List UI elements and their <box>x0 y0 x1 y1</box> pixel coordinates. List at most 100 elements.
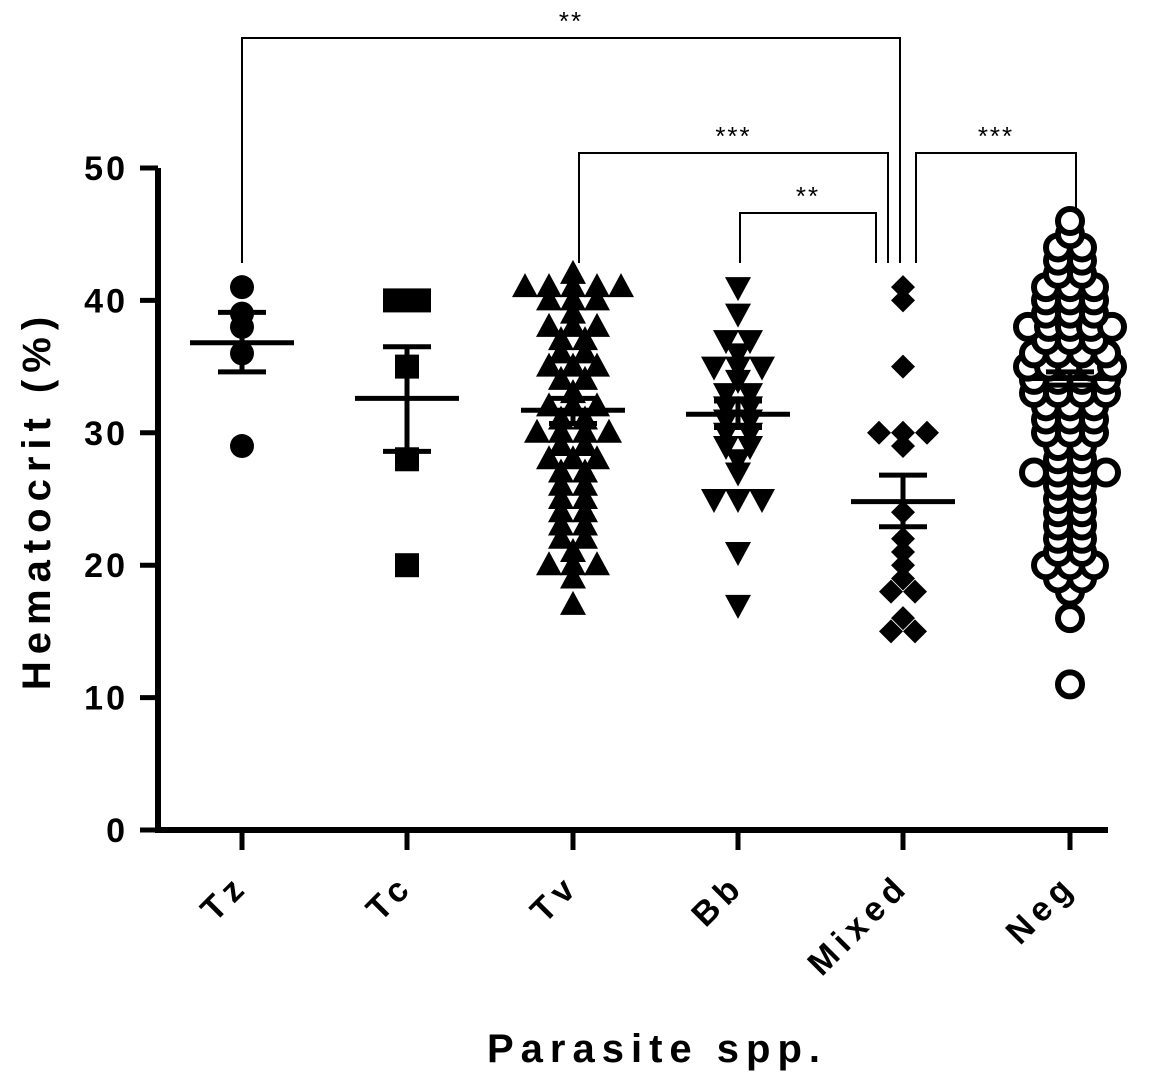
mean-sem-bars <box>190 309 1110 530</box>
data-point-tv <box>584 445 610 470</box>
data-point-tv <box>596 418 622 443</box>
y-axis-ticks: 0 10 20 30 40 50 <box>84 150 158 850</box>
significance-label-bb-mixed: ** <box>796 181 820 211</box>
data-point-tc <box>383 288 407 313</box>
x-axis-title: Parasite spp. <box>487 1027 827 1071</box>
data-point-tv <box>572 365 598 390</box>
x-axis-ticks: Tz Tc Tv Bb Mixed Neg <box>194 830 1084 983</box>
data-point-bb <box>701 489 727 513</box>
data-point-mixed <box>891 434 915 459</box>
data-point-tv <box>548 511 574 536</box>
data-point-tv <box>548 471 574 496</box>
data-point-tv <box>572 471 598 496</box>
data-point-tv <box>536 286 562 311</box>
data-point-tz <box>230 275 254 300</box>
data-point-bb <box>725 277 751 302</box>
data-point-tv <box>560 312 586 337</box>
y-tick-label-10: 10 <box>84 680 128 718</box>
data-point-neg <box>1019 457 1049 488</box>
data-point-tv <box>572 432 598 457</box>
significance-brackets: ********** <box>241 6 1077 263</box>
data-point-tv <box>572 326 598 351</box>
data-point-mixed <box>891 539 915 564</box>
x-tick-label-mixed: Mixed <box>800 867 916 983</box>
data-point-tv <box>560 299 586 324</box>
data-point-tz <box>230 434 254 459</box>
data-point-tv <box>548 524 574 549</box>
significance-label-tz-mixed: ** <box>559 6 583 36</box>
data-point-tv <box>560 259 586 284</box>
x-tick-label-tz: Tz <box>194 867 256 929</box>
data-point-mixed <box>903 579 927 604</box>
data-point-mixed <box>891 553 915 578</box>
data-point-tv <box>584 312 610 337</box>
data-point-tv <box>560 590 586 615</box>
data-point-bb <box>725 303 751 328</box>
data-point-bb <box>725 343 751 368</box>
y-tick-label-40: 40 <box>84 282 128 320</box>
data-point-bb <box>725 489 751 513</box>
data-point-tv <box>536 551 562 576</box>
data-point-tv <box>572 485 598 509</box>
data-point-bb <box>725 594 751 619</box>
significance-bracket-bb-mixed <box>739 212 877 263</box>
significance-bracket-tv-mixed <box>578 152 889 263</box>
data-point-bb <box>725 369 751 394</box>
significance-bracket-tz-mixed <box>241 37 901 263</box>
significance-bracket-mixed-neg <box>915 152 1077 263</box>
data-point-tv <box>548 365 574 390</box>
data-point-tv <box>572 524 598 549</box>
data-point-tv <box>584 286 610 311</box>
data-point-tv <box>584 273 610 298</box>
axes <box>155 168 1108 833</box>
data-point-mixed <box>915 420 939 445</box>
significance-label-tv-mixed: *** <box>715 121 751 151</box>
data-point-tv <box>572 458 598 483</box>
x-tick-label-tc: Tc <box>359 867 421 929</box>
data-point-tv <box>548 485 574 509</box>
y-tick-label-20: 20 <box>84 547 128 585</box>
data-point-neg <box>1055 205 1085 236</box>
data-point-tv <box>548 458 574 483</box>
data-point-bb <box>749 356 775 381</box>
y-tick-label-50: 50 <box>84 150 128 188</box>
data-point-mixed <box>891 275 915 300</box>
data-point-tv <box>560 286 586 311</box>
data-point-tv <box>584 551 610 576</box>
data-point-neg <box>1055 669 1085 700</box>
x-tick-label-neg: Neg <box>999 867 1084 952</box>
data-point-mixed <box>879 579 903 604</box>
data-point-bb <box>737 383 763 408</box>
data-point-tv <box>560 537 586 562</box>
data-point-tv <box>524 418 550 443</box>
data-point-bb <box>713 383 739 408</box>
data-point-mixed <box>891 354 915 379</box>
data-point-bb <box>725 356 751 381</box>
x-tick-label-tv: Tv <box>523 867 586 930</box>
data-point-tv <box>548 498 574 523</box>
data-point-tv <box>572 339 598 364</box>
data-point-mixed <box>891 606 915 631</box>
data-point-bb <box>725 541 751 566</box>
x-tick-label-bb: Bb <box>684 867 751 934</box>
y-axis-title: Hematocrit (%) <box>15 310 59 690</box>
data-point-bb <box>737 436 763 461</box>
data-point-tv <box>536 445 562 470</box>
data-point-bb <box>713 330 739 355</box>
y-tick-label-0: 0 <box>106 812 128 850</box>
data-point-mixed <box>891 420 915 445</box>
data-point-bb <box>713 436 739 461</box>
data-point-tv <box>536 352 562 377</box>
data-point-tv <box>608 273 634 298</box>
data-points <box>230 205 1127 700</box>
data-point-tv <box>512 273 538 298</box>
data-point-tv <box>548 432 574 457</box>
y-tick-label-30: 30 <box>84 415 128 453</box>
data-point-neg <box>1055 603 1085 634</box>
data-point-bb <box>701 356 727 381</box>
data-point-tv <box>572 498 598 523</box>
data-point-bb <box>749 489 775 513</box>
data-point-mixed <box>867 420 891 445</box>
data-point-tv <box>560 564 586 589</box>
